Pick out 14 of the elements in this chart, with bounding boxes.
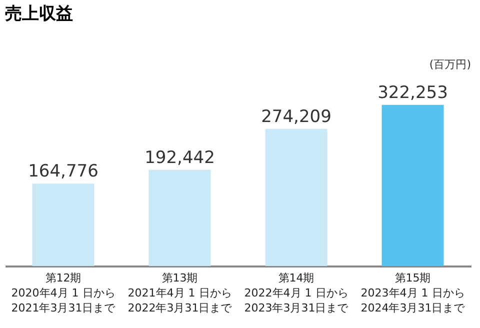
x-tick-label: 第12期 2020年4月 1 日から 2021年3月31日まで	[11, 272, 116, 314]
data-label: 192,442	[144, 148, 215, 168]
bar	[148, 170, 211, 266]
data-label: 274,209	[261, 106, 332, 127]
y-axis-title: (百万円)	[429, 58, 471, 71]
bar	[32, 184, 94, 266]
x-tick-label: 第15期 2023年4月 1 日から 2024年3月31日まで	[360, 272, 466, 314]
x-tick-label: 第14期 2022年4月 1 日から 2023年3月31日まで	[244, 272, 350, 314]
bar	[265, 128, 328, 266]
bar	[382, 104, 444, 266]
x-tick-label: 第13期 2021年4月 1 日から 2022年3月31日まで	[128, 272, 233, 314]
chart-title: 売上収益	[5, 4, 73, 24]
data-label: 164,776	[28, 162, 98, 182]
data-label: 322,253	[378, 82, 448, 103]
